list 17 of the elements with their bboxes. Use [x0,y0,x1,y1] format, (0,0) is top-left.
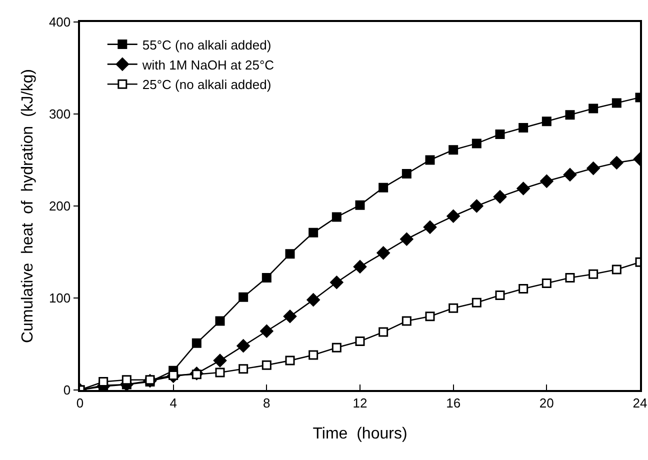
y-tick-label: 100 [48,290,71,306]
y-axis-title: Cumulative heat of hydration (kJ/kg) [19,69,36,343]
x-tick-label: 20 [539,395,554,410]
x-axis-title: Time (hours) [312,426,408,443]
y-tick-label: 400 [48,14,71,30]
x-tick-label: 8 [263,395,270,410]
legend-label: with 1M NaOH at 25°C [141,57,274,72]
y-tick-label: 0 [63,382,71,398]
x-tick-label: 4 [170,395,177,410]
x-tick-label: 12 [352,395,368,410]
x-tick-label: 16 [446,395,461,410]
x-tick-label: 24 [632,395,648,410]
legend-label: 25°C (no alkali added) [142,77,272,92]
y-tick-label: 200 [48,198,71,214]
y-tick-label: 300 [48,106,71,122]
x-tick-label: 0 [76,395,84,410]
legend-label: 55°C (no alkali added) [142,37,272,52]
